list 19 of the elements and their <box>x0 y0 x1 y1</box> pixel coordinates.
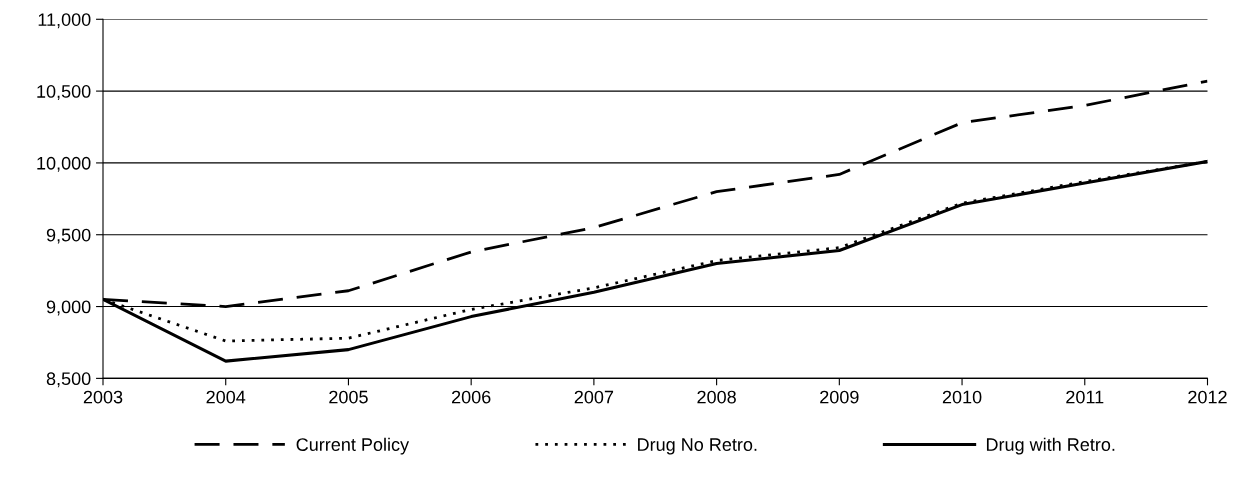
x-tick-label: 2011 <box>1066 390 1104 404</box>
y-tick-label: 8,500 <box>46 372 91 388</box>
x-tick-label: 2006 <box>451 390 491 404</box>
x-tick-label: 2010 <box>942 390 982 404</box>
legend-label: Drug No Retro. <box>638 438 757 455</box>
x-tick-label: 2004 <box>206 390 246 404</box>
y-tick-label: 10,500 <box>37 85 91 100</box>
y-tick-label: 9,000 <box>46 300 91 316</box>
x-tick-label: 2008 <box>697 390 736 404</box>
x-tick-label: 2012 <box>1188 390 1227 404</box>
y-tick-label: 9,500 <box>46 228 91 244</box>
legend-label: Drug with Retro. <box>986 437 1115 455</box>
x-tick-label: 2009 <box>820 390 859 404</box>
y-tick-label: 10,000 <box>37 156 91 172</box>
y-tick-label: 11,000 <box>38 13 91 29</box>
legend-label: Current Policy <box>296 437 410 455</box>
x-tick-label: 2007 <box>574 390 614 404</box>
x-tick-label: 2005 <box>329 390 368 404</box>
x-tick-label: 2003 <box>83 390 123 404</box>
